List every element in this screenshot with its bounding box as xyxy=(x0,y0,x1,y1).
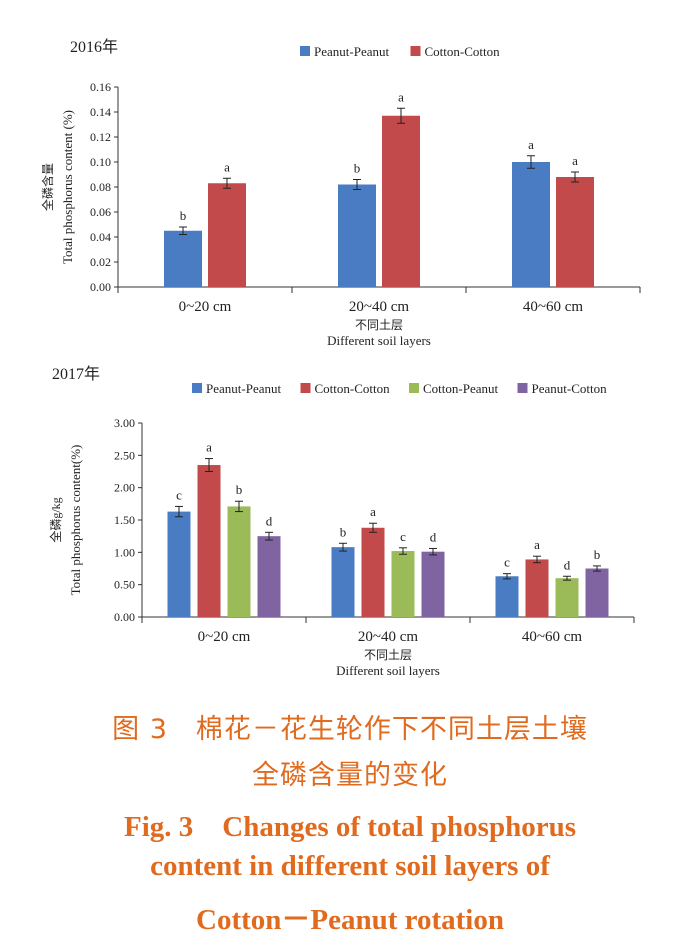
bar-1-1 xyxy=(361,527,385,617)
x-axis-title-cn: 不同土层 xyxy=(355,318,403,332)
y-axis-title-en: Total phosphorus content (%) xyxy=(60,110,75,264)
bar-3-0 xyxy=(257,536,281,617)
y-tick-label-8: 0.16 xyxy=(90,80,111,94)
bar-0-2 xyxy=(495,576,519,617)
x-category-label-2: 40~60 cm xyxy=(522,629,583,645)
legend-swatch-2 xyxy=(409,383,419,393)
y-axis-title-cn: 全磷含量 xyxy=(40,163,55,211)
caption-en-line1: Fig. 3 Changes of total phosphorus xyxy=(124,811,576,843)
legend-swatch-0 xyxy=(300,46,310,56)
y-tick-label-4: 2.00 xyxy=(114,481,135,495)
bar-3-1 xyxy=(421,551,445,617)
y-tick-label-0: 0.00 xyxy=(114,610,135,624)
chart-2017: 2017年 Peanut-Peanut Cotton-Cotton Cotton-Pe… xyxy=(48,365,635,678)
legend-swatch-0 xyxy=(192,383,202,393)
x-category-label-0: 0~20 cm xyxy=(179,299,232,315)
bar-0-1 xyxy=(338,184,376,287)
y-tick-label-1: 0.50 xyxy=(114,578,135,592)
caption-cn-line2: 全磷含量的变化 xyxy=(252,760,448,791)
significance-letter-0-0: c xyxy=(176,487,182,502)
bar-3-2 xyxy=(585,568,609,617)
x-category-label-2: 40~60 cm xyxy=(523,299,584,315)
y-tick-label-6: 3.00 xyxy=(114,416,135,430)
significance-letter-3-2: b xyxy=(594,547,601,562)
significance-letter-1-0: a xyxy=(206,440,212,455)
legend-label-3: Peanut-Cotton xyxy=(532,381,608,396)
bar-1-2 xyxy=(525,559,549,617)
significance-letter-0-1: b xyxy=(354,161,361,176)
significance-letter-2-0: b xyxy=(236,482,243,497)
chart-year-label: 2017年 xyxy=(52,365,100,383)
legend-label-0: Peanut-Peanut xyxy=(314,44,389,59)
y-tick-label-3: 0.06 xyxy=(90,205,111,219)
bar-0-0 xyxy=(167,511,191,617)
bar-2-2 xyxy=(555,578,579,617)
significance-letter-0-2: a xyxy=(528,137,534,152)
y-tick-label-3: 1.50 xyxy=(114,513,135,527)
legend-swatch-1 xyxy=(410,46,421,56)
legend-swatch-1 xyxy=(300,383,311,393)
significance-letter-0-0: b xyxy=(180,208,187,223)
caption-cn-line1: 图 3 棉花－花生轮作下不同土层土壤 xyxy=(112,714,588,745)
y-axis-title-cn: 全磷g/kg xyxy=(48,497,63,542)
bar-1-0 xyxy=(197,465,221,617)
y-tick-label-2: 1.00 xyxy=(114,545,135,559)
legend-swatch-3 xyxy=(517,383,528,393)
significance-letter-3-0: d xyxy=(266,513,273,528)
significance-letter-1-2: a xyxy=(534,537,540,552)
legend-label-1: Cotton-Cotton xyxy=(315,381,391,396)
y-tick-label-5: 2.50 xyxy=(114,448,135,462)
significance-letter-2-2: d xyxy=(564,557,571,572)
caption-en-line2: content in different soil layers of xyxy=(150,850,550,882)
significance-letter-2-1: c xyxy=(400,529,406,544)
significance-letter-1-1: a xyxy=(398,89,404,104)
x-axis-title-en: Different soil layers xyxy=(327,333,431,348)
caption-en-line3: Cotton－Peanut rotation xyxy=(196,904,504,936)
legend-label-0: Peanut-Peanut xyxy=(206,381,281,396)
chart-2016: 2016年 Peanut-Peanut Cotton-Cotton 0.00 0.02 0… xyxy=(40,38,641,348)
bar-1-2 xyxy=(556,177,594,287)
legend-label-1: Cotton-Cotton xyxy=(425,44,501,59)
significance-letter-1-2: a xyxy=(572,153,578,168)
legend-label-2: Cotton-Peanut xyxy=(423,381,498,396)
significance-letter-1-1: a xyxy=(370,504,376,519)
significance-letter-0-1: b xyxy=(340,524,347,539)
y-tick-label-7: 0.14 xyxy=(90,105,111,119)
x-category-label-1: 20~40 cm xyxy=(349,299,410,315)
significance-letter-3-1: d xyxy=(430,529,437,544)
y-tick-label-2: 0.04 xyxy=(90,230,111,244)
y-tick-label-4: 0.08 xyxy=(90,180,111,194)
x-category-label-0: 0~20 cm xyxy=(198,629,251,645)
bar-2-0 xyxy=(227,506,251,617)
significance-letter-1-0: a xyxy=(224,159,230,174)
y-tick-label-6: 0.12 xyxy=(90,130,111,144)
bar-1-0 xyxy=(208,183,246,287)
bar-2-1 xyxy=(391,551,415,617)
significance-letter-0-2: c xyxy=(504,555,510,570)
chart-year-label: 2016年 xyxy=(70,38,118,56)
x-axis-title-en: Different soil layers xyxy=(336,663,440,678)
bar-0-2 xyxy=(512,162,550,287)
y-axis-title-en: Total phosphorus content(%) xyxy=(68,445,83,596)
bar-1-1 xyxy=(382,115,420,287)
y-tick-label-0: 0.00 xyxy=(90,280,111,294)
bar-0-1 xyxy=(331,547,355,617)
y-tick-label-1: 0.02 xyxy=(90,255,111,269)
x-category-label-1: 20~40 cm xyxy=(358,629,419,645)
x-axis-title-cn: 不同土层 xyxy=(364,648,412,662)
y-tick-label-5: 0.10 xyxy=(90,155,111,169)
bar-0-0 xyxy=(164,230,202,287)
